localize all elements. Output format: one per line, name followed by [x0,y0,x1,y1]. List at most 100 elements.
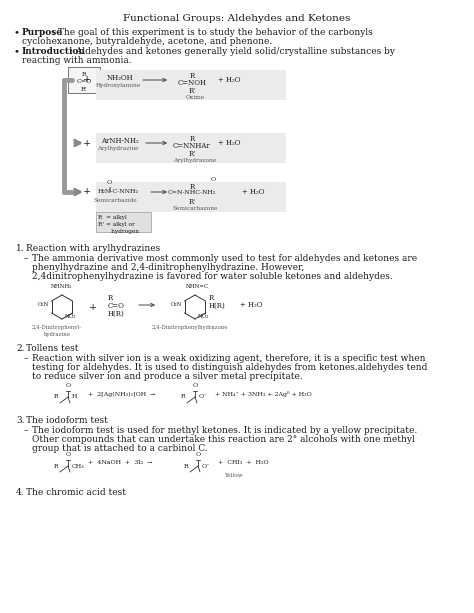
Text: –: – [24,354,28,363]
Text: +  CHI₃  +  H₂O: + CHI₃ + H₂O [218,460,269,465]
Bar [96,133,286,163]
Text: + H₂O: + H₂O [240,301,263,309]
Text: R': R' [189,87,196,95]
Text: R: R [183,463,188,468]
Text: R': R' [189,198,196,206]
Text: CH₃: CH₃ [72,463,85,468]
Text: + H₂O: + H₂O [218,139,240,147]
Bar [96,212,151,232]
Text: R: R [181,395,185,400]
Text: R: R [54,395,58,400]
Bar [96,70,286,100]
Text: The ammonia derivative most commonly used to test for aldehydes and ketones are: The ammonia derivative most commonly use… [32,254,417,263]
Text: ‖: ‖ [109,186,111,191]
Text: The iodoform test is used for methyl ketones. It is indicated by a yellow precip: The iodoform test is used for methyl ket… [32,426,417,435]
Text: NH₂OH: NH₂OH [107,74,133,82]
Text: The chromic acid test: The chromic acid test [26,488,126,497]
Text: 2,4-Dinitrophenylhydrazone: 2,4-Dinitrophenylhydrazone [152,325,228,330]
Text: C=NOH: C=NOH [177,79,207,87]
Text: +: + [83,139,91,148]
Text: R  = alkyl: R = alkyl [98,215,127,220]
Text: NO₂: NO₂ [198,314,210,319]
Text: Hydroxylamine: Hydroxylamine [95,83,141,88]
Text: H₂N-C-NNH₂: H₂N-C-NNH₂ [98,189,138,194]
Text: R': R' [189,150,196,158]
Text: H: H [72,395,77,400]
Text: +: + [83,188,91,197]
Text: Reaction with arylhydrazines: Reaction with arylhydrazines [26,244,160,253]
Text: –: – [24,426,28,435]
Text: + H₂O: + H₂O [218,76,240,84]
Text: O⁻: O⁻ [199,395,207,400]
Text: +  2[Ag(NH₃)₂]OH  →: + 2[Ag(NH₃)₂]OH → [88,391,155,397]
Text: : The goal of this experiment is to study the behavior of the carbonyls: : The goal of this experiment is to stud… [52,28,373,37]
Text: R: R [108,294,113,302]
Text: +: + [83,75,91,85]
Text: + H₂O: + H₂O [242,188,264,196]
Text: O₂N: O₂N [38,302,49,308]
Text: O: O [65,452,71,457]
Text: 2.: 2. [16,344,25,353]
Text: –: – [24,254,28,263]
Text: O: O [107,180,111,185]
Text: Other compounds that can undertake this reaction are 2° alcohols with one methyl: Other compounds that can undertake this … [32,435,415,444]
Text: Arylhydrazine: Arylhydrazine [97,146,139,151]
Text: C=O: C=O [76,79,91,84]
Text: C=N-NHC-NH₂: C=N-NHC-NH₂ [168,190,216,195]
Text: •: • [14,47,20,56]
Text: C=NNHAr: C=NNHAr [173,142,211,150]
Text: group that is attached to a carbinol C.: group that is attached to a carbinol C. [32,444,208,453]
Text: +: + [89,302,97,311]
Text: Yellow: Yellow [224,473,242,478]
Text: O₂N: O₂N [171,302,182,308]
Text: 2,4-Dinitrophenyl-: 2,4-Dinitrophenyl- [32,325,82,330]
Text: H(R): H(R) [209,302,226,310]
Text: Semicarbazide: Semicarbazide [93,198,137,203]
Text: hydrazine: hydrazine [44,332,71,337]
Text: Purpose: Purpose [22,28,63,37]
Text: H(R): H(R) [108,310,125,318]
Text: phenylhydrazine and 2,4-dinitrophenylhydrazine. However,: phenylhydrazine and 2,4-dinitrophenylhyd… [32,263,304,272]
Text: O: O [210,177,216,182]
Text: O: O [195,452,201,457]
Text: R: R [209,294,214,302]
Bar [68,67,100,93]
Text: hydrogen: hydrogen [98,229,139,234]
Text: cyclohexanone, butyraldehyde, acetone, and phenone.: cyclohexanone, butyraldehyde, acetone, a… [22,37,272,46]
Text: R: R [54,463,58,468]
Text: +  4NaOH  +  3I₂  →: + 4NaOH + 3I₂ → [88,460,153,465]
Text: R' = alkyl or: R' = alkyl or [98,222,135,227]
Text: + NH₄⁺ + 3NH₃ + 2Ag⁰ + H₂O: + NH₄⁺ + 3NH₃ + 2Ag⁰ + H₂O [215,391,312,397]
Text: 3.: 3. [16,416,25,425]
Text: R: R [190,183,195,191]
Text: Tollens test: Tollens test [26,344,79,353]
Text: NO₂: NO₂ [65,314,76,319]
Text: 2,4dinitrophenylhydrazine is favored for water soluble ketones and aldehydes.: 2,4dinitrophenylhydrazine is favored for… [32,272,393,281]
Text: Reaction with silver ion is a weak oxidizing agent, therefore, it is a specific : Reaction with silver ion is a weak oxidi… [32,354,426,363]
Text: Semicarbazone: Semicarbazone [173,206,218,211]
Text: NHN=C: NHN=C [185,284,209,289]
Text: Arylhydrazone: Arylhydrazone [173,158,217,163]
Text: Introduction: Introduction [22,47,86,56]
Text: 1.: 1. [16,244,25,253]
Text: O⁻: O⁻ [202,463,210,468]
Text: testing for aldehydes. It is used to distinguish aldehydes from ketones.aldehyde: testing for aldehydes. It is used to dis… [32,363,428,372]
Text: The iodoform test: The iodoform test [26,416,108,425]
Text: C=O: C=O [108,302,125,310]
Text: 4.: 4. [16,488,25,497]
Text: O: O [65,383,71,388]
Text: : Aldehydes and ketones generally yield solid/crystalline substances by: : Aldehydes and ketones generally yield … [70,47,395,56]
Text: ArNH-NH₂: ArNH-NH₂ [101,137,139,145]
Text: O: O [192,383,198,388]
Text: NHNH₂: NHNH₂ [51,284,73,289]
Text: Oxime: Oxime [185,95,205,100]
Text: R: R [82,72,86,77]
Text: R': R' [81,87,87,92]
Text: R: R [190,72,195,80]
Text: reacting with ammonia.: reacting with ammonia. [22,56,132,65]
Text: Functional Groups: Aldehydes and Ketones: Functional Groups: Aldehydes and Ketones [123,14,351,23]
Bar [96,182,286,212]
Text: •: • [14,28,20,37]
Text: to reduce silver ion and produce a silver metal precipitate.: to reduce silver ion and produce a silve… [32,372,303,381]
Text: R: R [190,135,195,143]
